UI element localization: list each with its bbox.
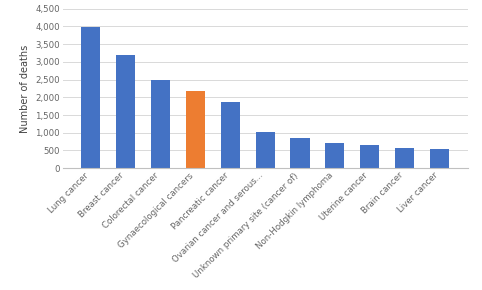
Bar bbox=[430, 149, 449, 168]
Bar bbox=[325, 143, 345, 168]
Bar bbox=[221, 102, 240, 168]
Y-axis label: Number of deaths: Number of deaths bbox=[20, 44, 30, 133]
Bar bbox=[395, 148, 414, 168]
Bar bbox=[360, 145, 379, 168]
Bar bbox=[186, 91, 205, 168]
Bar bbox=[290, 138, 309, 168]
Bar bbox=[255, 132, 275, 168]
Bar bbox=[81, 27, 100, 168]
Bar bbox=[151, 80, 170, 168]
Bar bbox=[116, 55, 135, 168]
